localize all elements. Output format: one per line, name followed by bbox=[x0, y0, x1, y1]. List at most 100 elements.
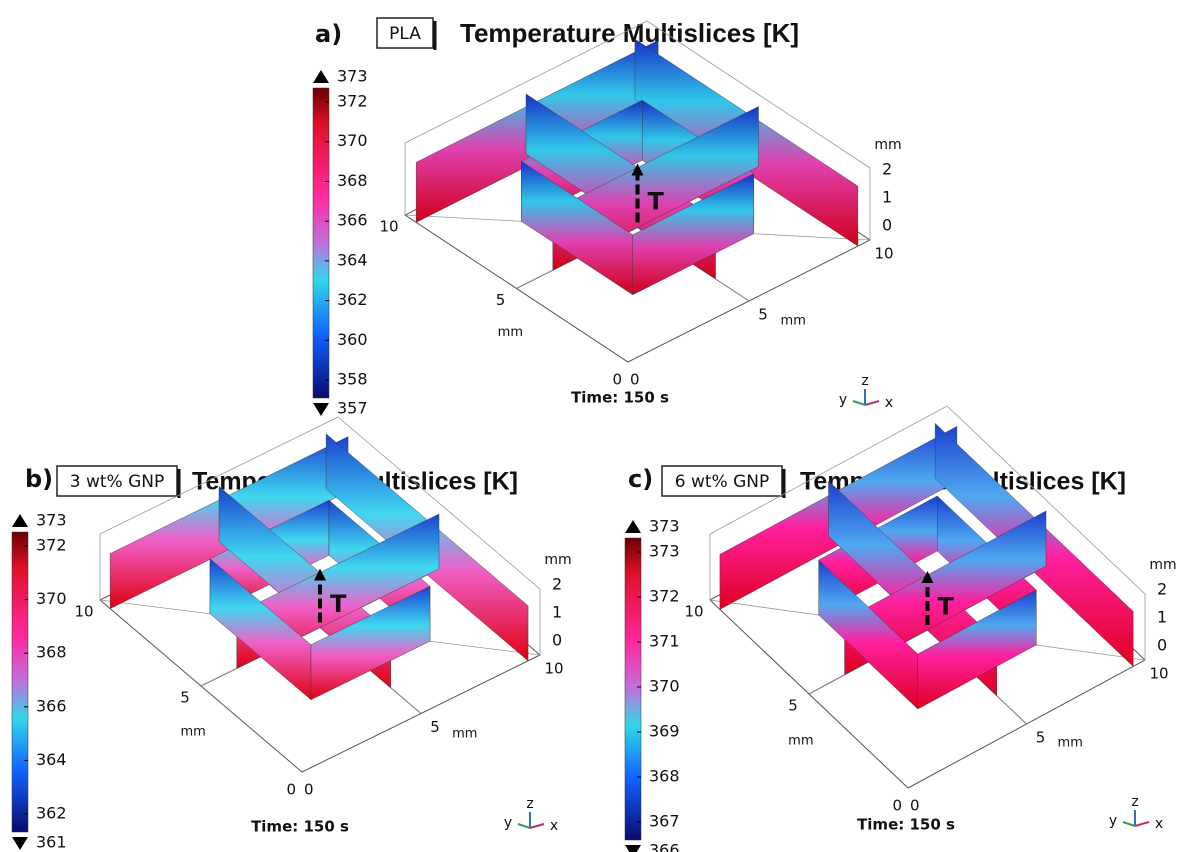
material: 3 wt% GNP bbox=[70, 472, 165, 492]
material: 6 wt% GNP bbox=[675, 472, 770, 492]
colorbar-tick-label: 362 bbox=[36, 804, 67, 823]
triad-y-label: y bbox=[504, 815, 512, 831]
triad-z-label: z bbox=[1131, 794, 1138, 810]
time-label: Time: 150 s bbox=[251, 818, 349, 836]
y-tick-label: 10 bbox=[684, 603, 703, 621]
triad-z-label: z bbox=[526, 796, 533, 812]
triad-z-label: z bbox=[861, 373, 868, 389]
temperature-slice bbox=[632, 173, 754, 296]
panel: a) PLA Temperature Multislices [K] 373 357 37… bbox=[312, 17, 902, 418]
x-unit: mm bbox=[1058, 736, 1083, 751]
colorbar-tick-label: 372 bbox=[36, 536, 67, 555]
y-tick-label: 10 bbox=[379, 218, 398, 236]
temperature-slice bbox=[917, 589, 1037, 710]
colorbar-tick-label: 364 bbox=[36, 750, 67, 769]
back-frame bbox=[99, 416, 541, 656]
x-unit: mm bbox=[452, 726, 477, 741]
colorbar-tick-label: 373 bbox=[649, 542, 680, 561]
triad-y-label: y bbox=[1109, 813, 1117, 829]
marker-arrow bbox=[314, 568, 326, 581]
material-box bbox=[56, 465, 178, 497]
time-label: Time: 150 s bbox=[857, 816, 955, 834]
temperature-slice bbox=[310, 585, 431, 701]
marker-arrow bbox=[631, 163, 644, 176]
colorbar bbox=[624, 537, 642, 841]
y-tick-label: 5 bbox=[180, 689, 190, 707]
triad-x-label: x bbox=[550, 818, 558, 834]
colorbar-min: 366 bbox=[649, 841, 680, 852]
colorbar-tick-label: 370 bbox=[337, 131, 368, 150]
z-unit: mm bbox=[874, 137, 901, 153]
colorbar-tick-label: 358 bbox=[337, 370, 368, 389]
colorbar-tick-label: 370 bbox=[36, 589, 67, 608]
y-tick-label: 5 bbox=[788, 697, 798, 715]
colorbar-min: 357 bbox=[337, 399, 368, 418]
colorbar-min-arrow bbox=[625, 845, 641, 852]
material-box bbox=[661, 465, 783, 497]
triad-y bbox=[1122, 821, 1136, 827]
z-tick-label: 1 bbox=[552, 603, 562, 622]
x-tick-label: 10 bbox=[544, 660, 563, 678]
triad-x-label: x bbox=[1155, 816, 1163, 832]
panel: c)6 wt% GNPTemperature Multislices [K]37… bbox=[624, 405, 1177, 852]
colorbar-tick-label: 366 bbox=[337, 211, 368, 230]
colorbar-min-arrow bbox=[313, 403, 329, 416]
colorbar-tick-label: 360 bbox=[337, 330, 368, 349]
triad-x bbox=[529, 823, 545, 829]
panel-label: a) bbox=[315, 20, 342, 48]
colorbar-tick-label: 364 bbox=[337, 250, 368, 269]
y-unit: mm bbox=[498, 325, 523, 340]
y-tick-label: 10 bbox=[74, 603, 93, 621]
colorbar-tick-label: 372 bbox=[649, 587, 680, 606]
colorbar-tick-label: 371 bbox=[649, 632, 680, 651]
z-tick-label: 2 bbox=[882, 160, 892, 179]
triad-y bbox=[852, 400, 866, 406]
z-unit: mm bbox=[544, 552, 571, 568]
triad-y bbox=[517, 823, 531, 829]
x-tick-label: 0 bbox=[630, 371, 640, 389]
z-tick-label: 0 bbox=[1157, 636, 1167, 655]
colorbar-tick-label: 368 bbox=[649, 767, 680, 786]
z-tick-label: 2 bbox=[552, 575, 562, 594]
z-tick-label: 1 bbox=[1157, 608, 1167, 627]
y-tick-label: 5 bbox=[496, 291, 506, 309]
colorbar-min-arrow bbox=[12, 837, 28, 850]
colorbar-max: 373 bbox=[36, 511, 67, 530]
panel-label: c) bbox=[628, 465, 653, 493]
colorbar-max-arrow bbox=[12, 514, 28, 527]
colorbar-tick-label: 370 bbox=[649, 677, 680, 696]
colorbar-max: 373 bbox=[649, 517, 680, 536]
colorbar-tick-label: 362 bbox=[337, 290, 368, 309]
z-tick-label: 1 bbox=[882, 188, 892, 207]
x-tick-label: 5 bbox=[1036, 729, 1046, 747]
panel-label: b) bbox=[25, 465, 53, 493]
colorbar-max-arrow bbox=[625, 520, 641, 533]
z-tick-label: 0 bbox=[882, 216, 892, 235]
colorbar bbox=[11, 531, 29, 833]
x-tick-label: 5 bbox=[430, 718, 440, 736]
colorbar bbox=[312, 87, 330, 399]
panel-title: Temperature Multislices [K] bbox=[460, 18, 799, 48]
x-tick-label: 5 bbox=[758, 306, 768, 324]
triad-x-label: x bbox=[885, 395, 893, 411]
z-unit: mm bbox=[1149, 557, 1176, 573]
material: PLA bbox=[389, 24, 421, 44]
panel: b)3 wt% GNPTemperature Multislices [K]37… bbox=[11, 416, 572, 852]
material-box bbox=[376, 17, 434, 49]
x-tick-label: 0 bbox=[910, 797, 920, 815]
x-tick-label: 0 bbox=[304, 781, 314, 799]
z-tick-label: 0 bbox=[552, 631, 562, 650]
colorbar-min: 361 bbox=[36, 833, 67, 852]
back-frame bbox=[709, 405, 1146, 661]
marker-label: T bbox=[938, 593, 955, 621]
y-tick-label: 0 bbox=[286, 781, 296, 799]
y-unit: mm bbox=[788, 734, 813, 749]
marker-arrow bbox=[921, 571, 934, 583]
colorbar-tick-label: 369 bbox=[649, 722, 680, 741]
triad-x bbox=[864, 400, 880, 406]
z-tick-label: 2 bbox=[1157, 580, 1167, 599]
colorbar-tick-label: 367 bbox=[649, 812, 680, 831]
colorbar-max: 373 bbox=[337, 67, 368, 86]
colorbar-tick-label: 368 bbox=[337, 171, 368, 190]
